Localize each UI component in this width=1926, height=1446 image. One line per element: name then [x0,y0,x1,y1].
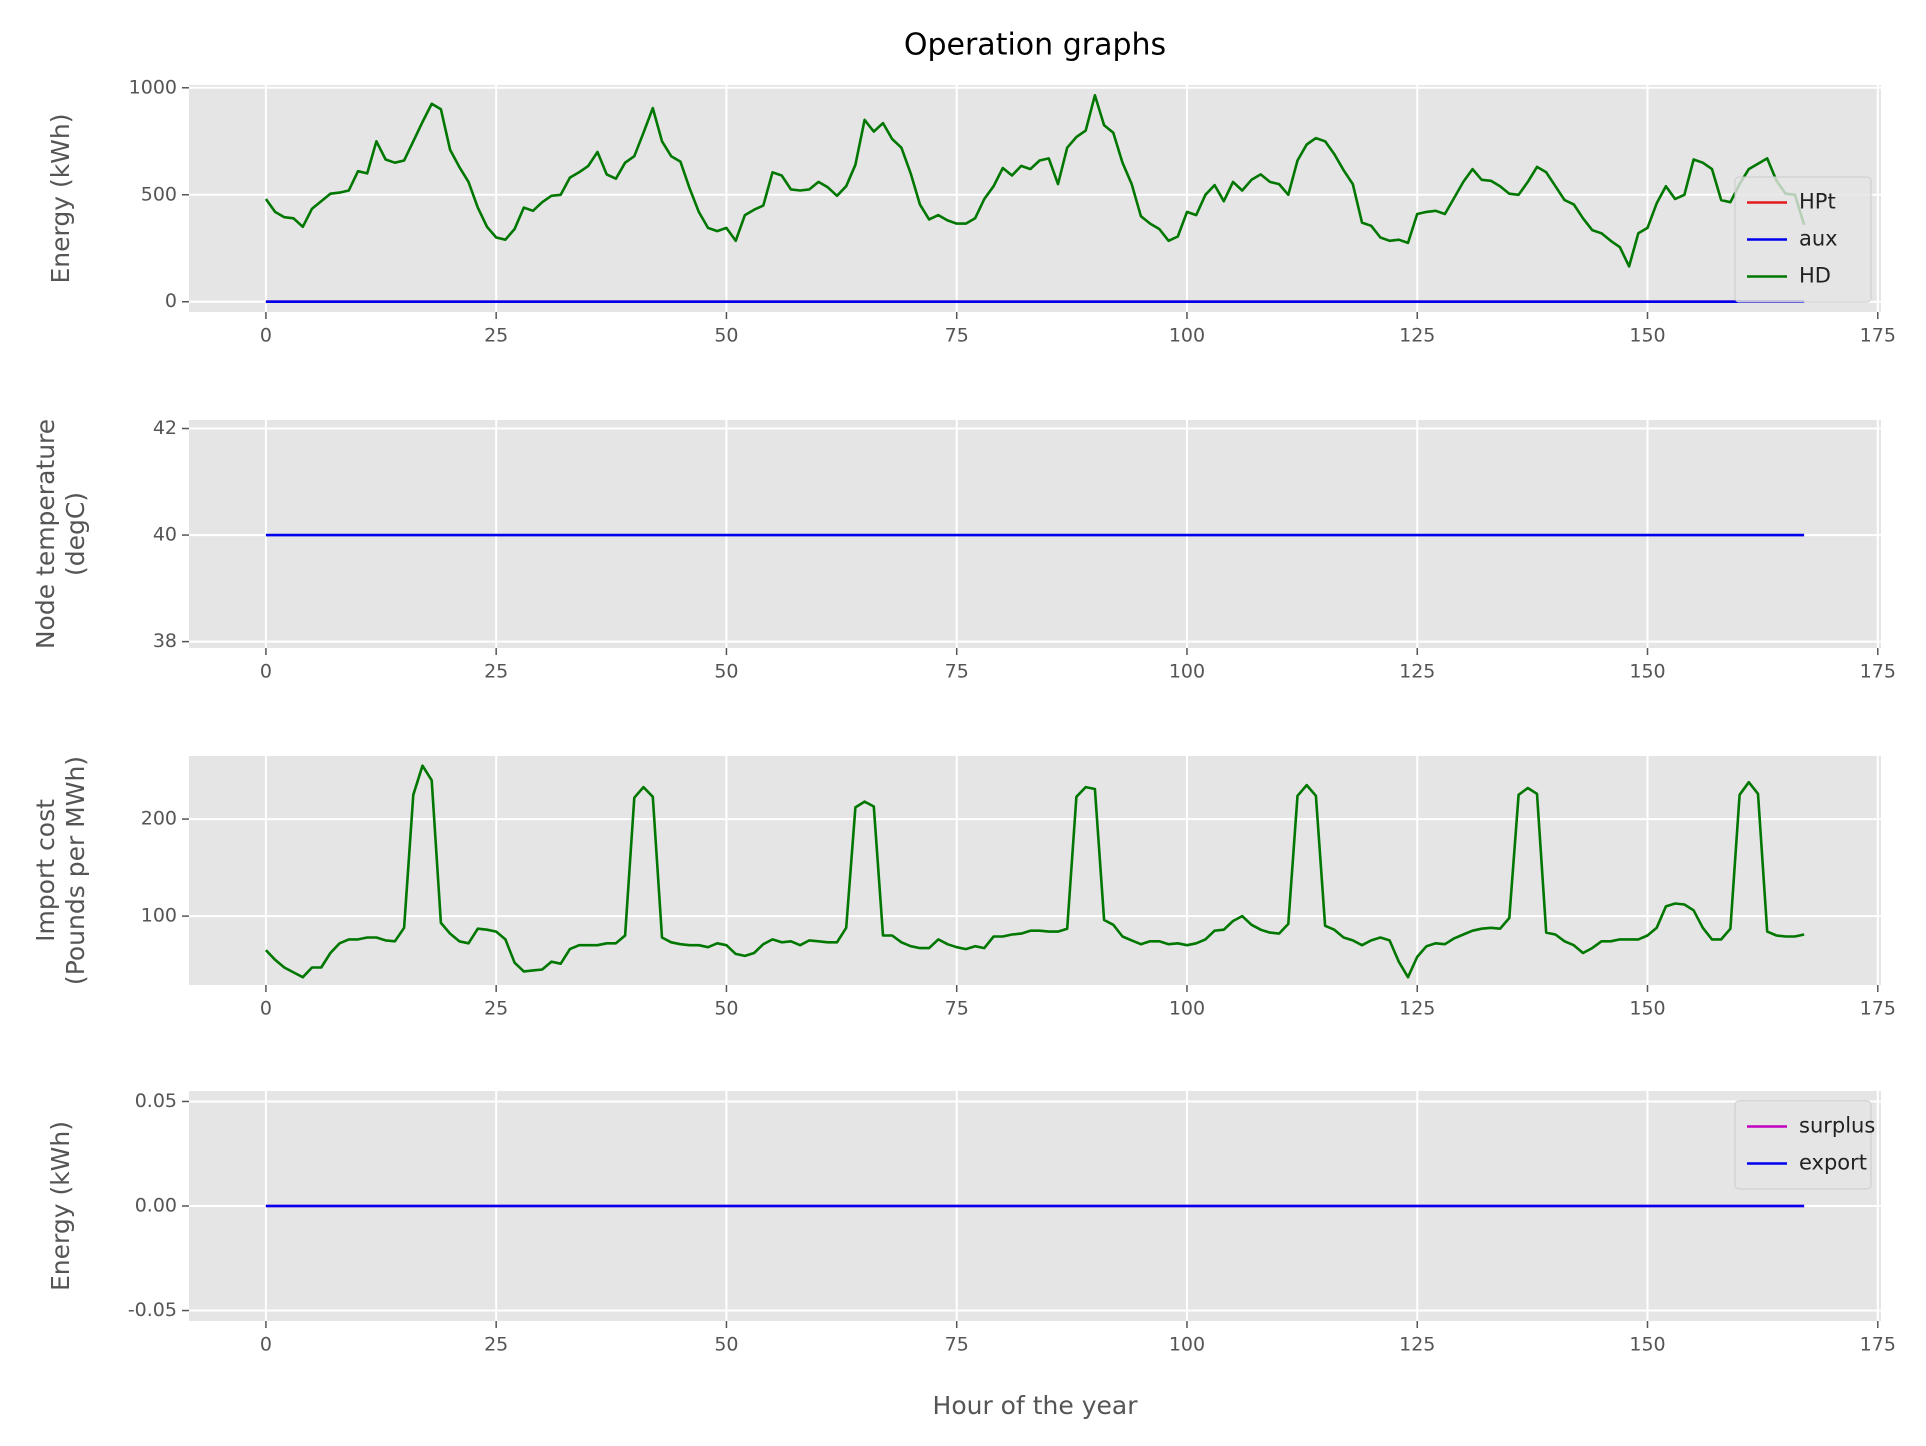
chart-title: Operation graphs [904,28,1166,63]
y-tick-label: 0.05 [135,1090,177,1112]
y-axis-label: (degC) [61,492,90,576]
y-tick-label: 500 [141,183,177,205]
x-tick-label: 150 [1629,325,1665,347]
legend-box [1734,1100,1872,1190]
y-tick-label: 200 [141,808,177,830]
legend-label: HPt [1799,190,1836,214]
x-tick-label: 125 [1399,998,1435,1020]
y-tick-label: 1000 [129,76,177,98]
x-tick-label: 0 [260,998,272,1020]
x-tick-label: 50 [714,661,738,683]
x-tick-label: 50 [714,325,738,347]
x-tick-label: 0 [260,661,272,683]
y-tick-label: 100 [141,905,177,927]
y-axis-label: (Pounds per MWh) [61,756,90,985]
y-tick-label: 42 [153,417,177,439]
x-tick-label: 175 [1860,325,1896,347]
x-tick-label: 75 [945,325,969,347]
y-axis-label: Energy (kWh) [46,1121,75,1291]
x-tick-label: 175 [1860,661,1896,683]
x-tick-label: 50 [714,1334,738,1356]
x-tick-label: 75 [945,1334,969,1356]
x-tick-label: 25 [484,661,508,683]
y-tick-label: 40 [153,524,177,546]
x-tick-label: 100 [1169,661,1205,683]
y-axis-label: Node temperature [31,419,60,649]
data-line [264,94,1806,268]
x-tick-label: 0 [260,1334,272,1356]
y-tick-label: 0.00 [135,1195,177,1217]
x-tick-label: 150 [1629,1334,1665,1356]
legend-label: surplus [1799,1114,1875,1138]
x-tick-label: 100 [1169,1334,1205,1356]
x-axis-label: Hour of the year [933,1391,1139,1420]
x-tick-label: 25 [484,1334,508,1356]
x-tick-label: 125 [1399,661,1435,683]
x-tick-label: 100 [1169,325,1205,347]
legend-label: export [1799,1151,1867,1175]
x-tick-label: 0 [260,325,272,347]
y-axis-label: Import cost [31,799,60,942]
legend-label: aux [1799,227,1838,251]
plot-area [189,756,1881,985]
legend: HPt aux HD [1734,176,1872,303]
legend: surplus export [1734,1100,1875,1190]
plot-area [189,85,1881,312]
x-tick-label: 25 [484,325,508,347]
x-tick-label: 125 [1399,1334,1435,1356]
x-tick-label: 75 [945,998,969,1020]
y-tick-label: -0.05 [128,1299,177,1321]
x-tick-label: 125 [1399,325,1435,347]
y-tick-label: 0 [165,290,177,312]
x-tick-label: 150 [1629,661,1665,683]
x-tick-label: 150 [1629,998,1665,1020]
y-tick-label: 38 [153,630,177,652]
x-tick-label: 50 [714,998,738,1020]
legend-box [1734,176,1872,303]
x-tick-label: 175 [1860,998,1896,1020]
x-tick-label: 25 [484,998,508,1020]
data-line [264,764,1805,979]
x-tick-label: 75 [945,661,969,683]
legend-label: HD [1799,264,1831,288]
y-axis-label: Energy (kWh) [46,113,75,283]
x-tick-label: 100 [1169,998,1205,1020]
x-tick-label: 175 [1860,1334,1896,1356]
